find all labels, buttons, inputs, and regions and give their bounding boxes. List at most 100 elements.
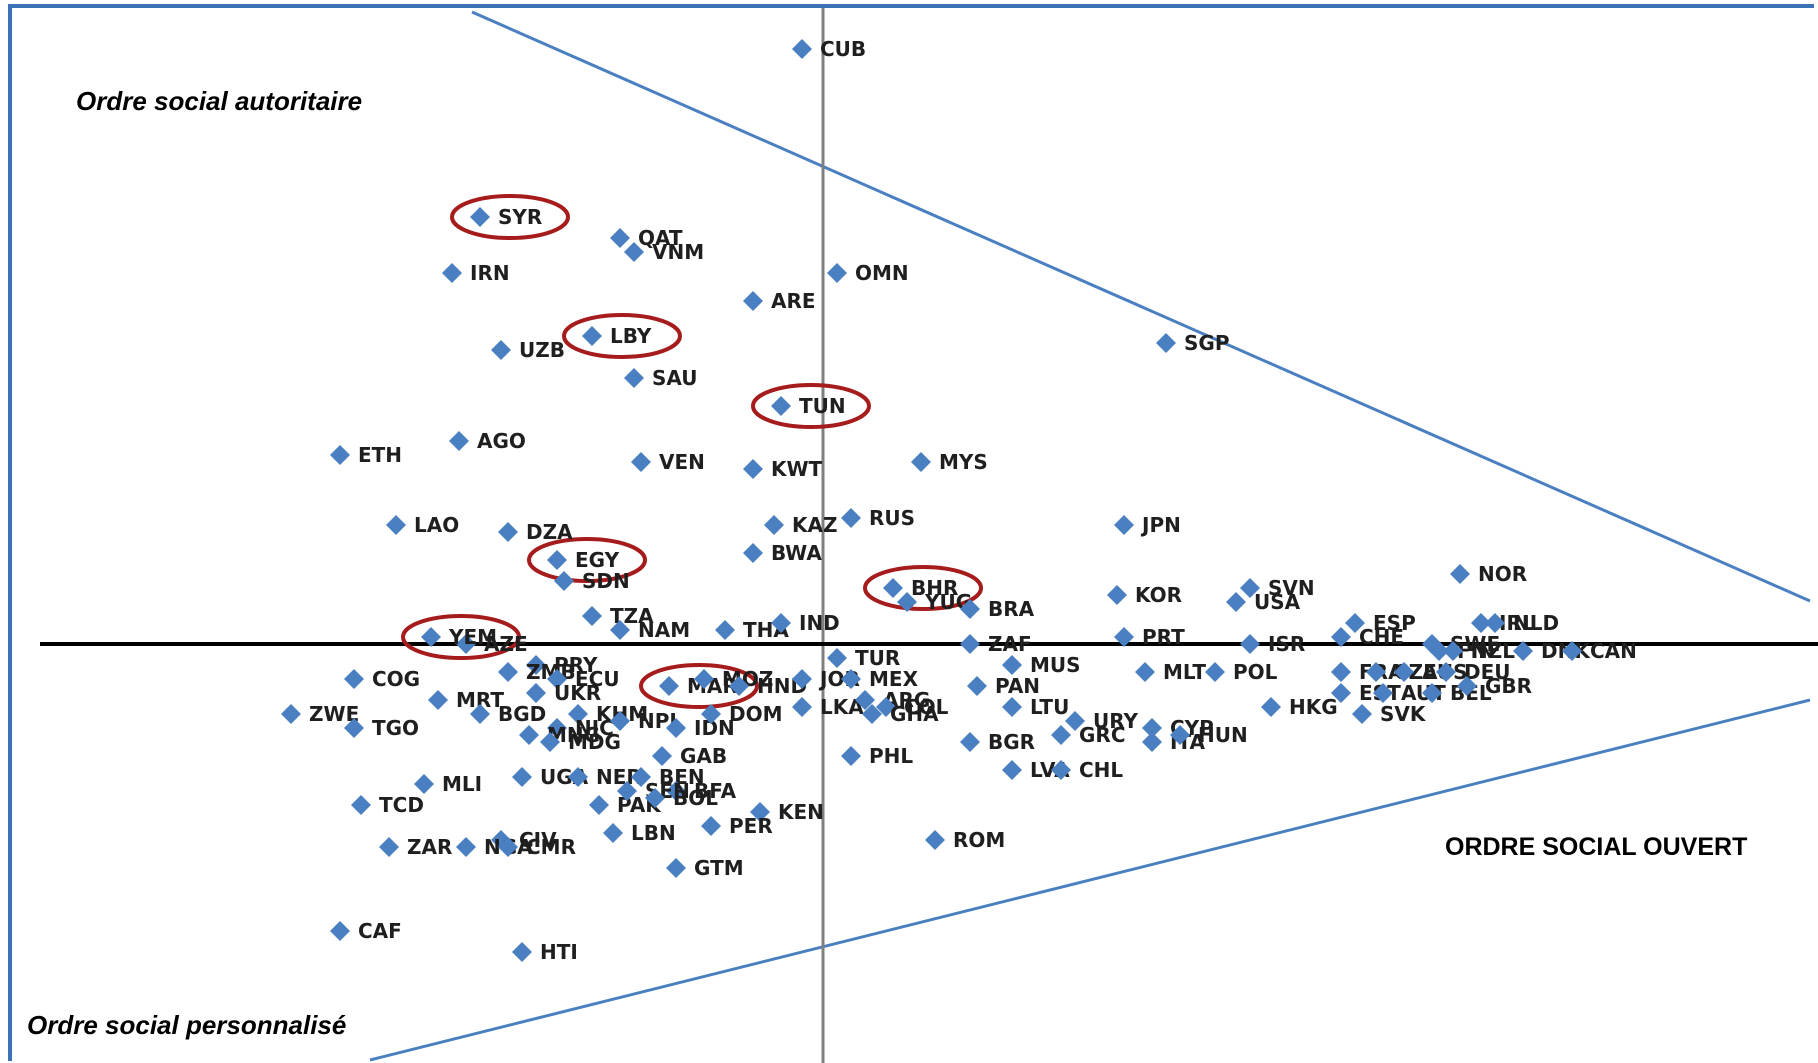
data-point-caf: CAF [330,919,402,943]
diamond-marker [701,816,721,836]
point-label: CMR [526,835,576,859]
axes [40,8,1818,1063]
diamond-marker [743,291,763,311]
diamond-marker [1450,564,1470,584]
point-label: VNM [652,240,704,264]
data-point-gab: GAB [652,744,727,768]
highlight-ellipse-mar [639,663,759,709]
point-label: TUN [799,394,846,418]
point-label: BGR [988,730,1035,754]
data-point-uga: UGA [512,765,589,789]
point-label: CIV [519,828,557,852]
point-label: RUS [869,506,915,530]
diamond-marker [281,704,301,724]
diamond-marker [715,620,735,640]
data-point-deu: DEU [1436,660,1511,684]
point-label: MLT [1163,660,1206,684]
data-point-nga: NGA [456,835,533,859]
diamond-marker [743,459,763,479]
point-label: CHL [1079,758,1123,782]
diamond-marker [610,620,630,640]
point-label: DOM [729,702,783,726]
diamond-marker [1205,662,1225,682]
diamond-marker [645,788,665,808]
point-label: VEN [659,450,705,474]
diamond-marker [1331,662,1351,682]
data-point-kaz: KAZ [764,513,837,537]
data-point-mdg: MDG [540,730,621,754]
data-point-lbn: LBN [603,821,676,845]
data-point-mlt: MLT [1135,660,1206,684]
diamond-marker [1394,662,1414,682]
point-label: LBN [631,821,676,845]
diamond-marker [1142,718,1162,738]
data-point-civ: CIV [491,828,557,852]
data-point-cog: COG [344,667,420,691]
label-open-order: ORDRE SOCIAL OUVERT [1445,833,1748,861]
point-label: QAT [638,226,683,250]
point-label: SDN [582,569,630,593]
point-label: CHE [1359,625,1404,649]
data-point-aze: AZE [456,632,528,656]
diamond-marker [694,669,714,689]
data-point-qat: QAT [610,226,683,250]
diamond-marker [498,662,518,682]
data-point-sgp: SGP [1156,331,1229,355]
point-label: GRC [1079,723,1126,747]
data-point-nld: NLD [1485,611,1559,635]
point-label: LTU [1030,695,1069,719]
data-point-bfa: BFA [666,779,737,803]
diamond-marker [1429,641,1449,661]
diamond-marker [1240,578,1260,598]
diamond-marker [960,599,980,619]
diamond-marker [659,676,679,696]
point-label: HUN [1198,723,1248,747]
point-label: PER [729,814,773,838]
point-label: BRA [988,597,1035,621]
point-label: NIC [575,716,614,740]
data-point-tcd: TCD [351,793,424,817]
diamond-marker [1373,683,1393,703]
data-point-nam: NAM [610,618,690,642]
data-point-dza: DZA [498,520,573,544]
data-point-syr: SYR [470,205,542,229]
point-label: AZE [484,632,528,656]
data-point-irn: IRN [442,261,510,285]
diamond-marker [1107,585,1127,605]
highlight-ellipse-syr [450,194,570,240]
point-label: ARE [771,289,816,313]
data-point-tza: TZA [582,604,654,628]
diamond-marker [1422,683,1442,703]
data-point-tun: TUN [771,394,846,418]
diamond-marker [1114,515,1134,535]
diamond-marker [491,340,511,360]
diamond-marker [764,515,784,535]
data-point-bol: BOL [645,786,718,810]
point-label: OMN [855,261,909,285]
data-point-ind: IND [771,611,840,635]
lower-boundary-line [369,698,1811,1062]
chart-frame [8,4,1814,1061]
diamond-marker [421,627,441,647]
data-point-bwa: BWA [743,541,822,565]
diamond-marker [1471,613,1491,633]
data-point-mex: MEX [841,667,919,691]
point-label: PHL [869,744,913,768]
diamond-marker [456,837,476,857]
diamond-marker [554,571,574,591]
point-label: IRN [470,261,510,285]
diamond-marker [701,704,721,724]
diamond-marker [750,802,770,822]
diamond-marker [911,452,931,472]
point-label: SVN [1268,576,1315,600]
diamond-marker [862,704,882,724]
point-label: SGP [1184,331,1229,355]
point-label: PAN [995,674,1040,698]
diamond-marker [414,774,434,794]
data-point-lka: LKA [792,695,864,719]
region-boundaries [369,10,1811,1062]
point-label: USA [1254,590,1301,614]
data-point-bel: BEL [1422,681,1492,705]
data-point-nor: NOR [1450,562,1527,586]
data-point-yem: YEM [421,625,497,649]
